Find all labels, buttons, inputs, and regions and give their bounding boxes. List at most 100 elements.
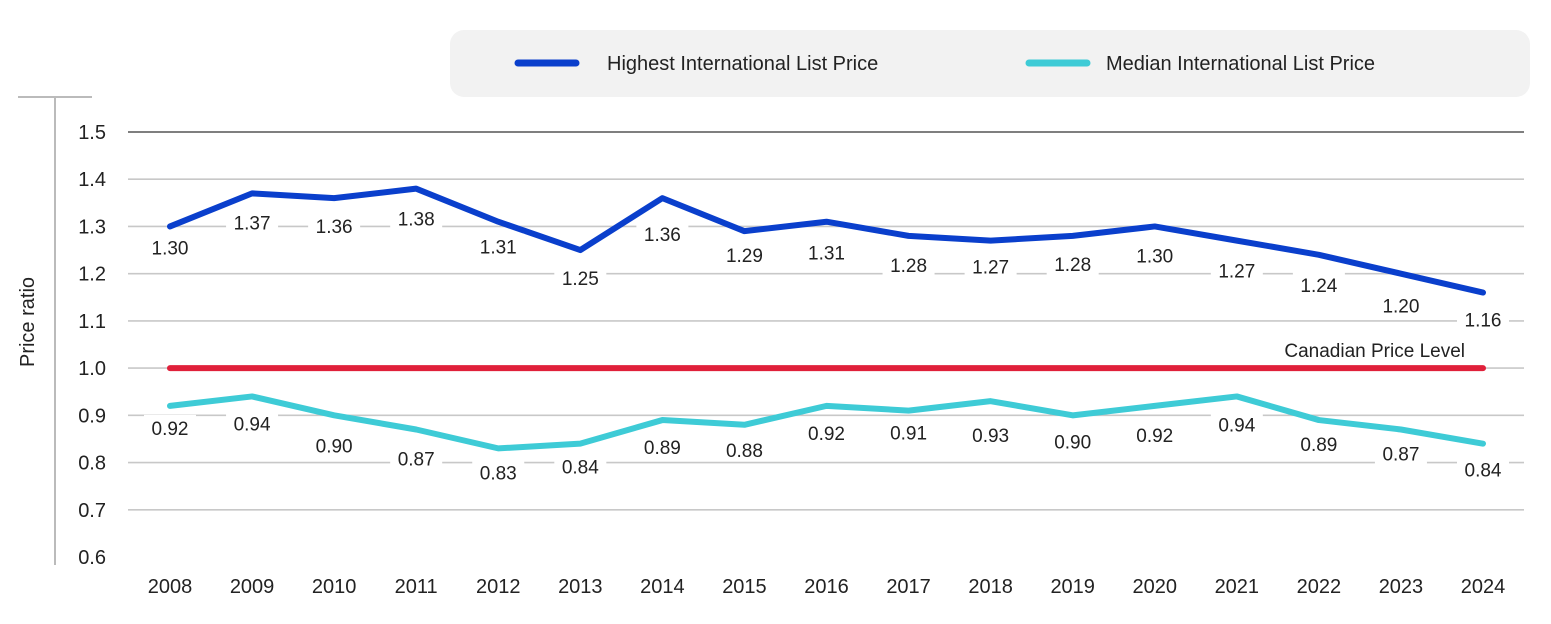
data-label-median: 0.94 bbox=[234, 414, 271, 435]
data-label-background bbox=[1374, 292, 1427, 317]
data-label-highest: 1.36 bbox=[644, 225, 681, 246]
x-tick-label: 2020 bbox=[1133, 576, 1178, 598]
data-label-background bbox=[390, 205, 443, 230]
data-label-background bbox=[718, 242, 771, 267]
data-label-background bbox=[1292, 431, 1345, 456]
data-label-highest: 1.24 bbox=[1300, 276, 1337, 297]
legend-background bbox=[450, 30, 1530, 97]
x-tick-label: 2018 bbox=[968, 576, 1013, 598]
x-tick-label: 2013 bbox=[558, 576, 603, 598]
data-label-background bbox=[882, 251, 935, 276]
data-label-background bbox=[1210, 257, 1263, 282]
data-label-background bbox=[1128, 242, 1181, 267]
data-label-highest: 1.30 bbox=[1136, 246, 1173, 267]
data-label-median: 0.90 bbox=[1054, 432, 1091, 453]
data-label-median: 0.89 bbox=[644, 438, 681, 459]
data-label-highest: 1.31 bbox=[808, 244, 845, 265]
data-label-median: 0.92 bbox=[152, 419, 189, 440]
data-label-median: 0.87 bbox=[1382, 445, 1419, 466]
data-label-median: 0.94 bbox=[1218, 415, 1255, 436]
data-label-median: 0.89 bbox=[1300, 435, 1337, 456]
data-label-median: 0.84 bbox=[562, 458, 599, 479]
y-tick-label: 1.5 bbox=[78, 122, 106, 144]
data-label-median: 0.93 bbox=[972, 426, 1009, 447]
data-label-highest: 1.38 bbox=[398, 210, 435, 231]
x-tick-label: 2021 bbox=[1215, 576, 1260, 598]
data-label-background bbox=[472, 459, 525, 484]
data-label-background bbox=[1128, 421, 1181, 446]
data-label-background bbox=[1292, 271, 1345, 296]
data-label-background bbox=[308, 213, 361, 238]
data-label-median: 0.90 bbox=[316, 436, 353, 457]
data-label-highest: 1.25 bbox=[562, 269, 599, 290]
data-label-background bbox=[144, 414, 196, 439]
data-label-background bbox=[554, 453, 607, 478]
data-label-background bbox=[472, 233, 525, 258]
data-label-highest: 1.28 bbox=[1054, 255, 1091, 276]
data-label-highest: 1.28 bbox=[890, 256, 927, 277]
data-label-highest: 1.20 bbox=[1382, 297, 1419, 318]
data-label-background bbox=[226, 209, 279, 234]
x-tick-label: 2019 bbox=[1050, 576, 1095, 598]
data-label-background bbox=[636, 434, 689, 459]
data-label-background bbox=[964, 422, 1017, 447]
data-label-highest: 1.31 bbox=[480, 238, 517, 259]
x-tick-label: 2011 bbox=[395, 576, 438, 598]
data-label-background bbox=[144, 234, 196, 259]
data-label-background bbox=[554, 265, 607, 290]
legend: Highest International List Price Median … bbox=[450, 30, 1530, 97]
data-label-highest: 1.36 bbox=[316, 217, 353, 238]
data-label-highest: 1.37 bbox=[234, 213, 271, 234]
y-tick-label: 1.3 bbox=[78, 216, 106, 238]
data-label-background bbox=[1210, 411, 1263, 436]
x-tick-label: 2012 bbox=[476, 576, 521, 598]
data-label-background bbox=[964, 253, 1017, 278]
x-tick-label: 2010 bbox=[312, 576, 357, 598]
y-tick-label: 1.1 bbox=[78, 311, 106, 333]
x-tick-label: 2023 bbox=[1379, 576, 1424, 598]
data-label-background bbox=[1046, 428, 1099, 453]
data-label-highest: 1.27 bbox=[972, 258, 1009, 279]
x-tick-label: 2015 bbox=[722, 576, 767, 598]
y-tick-label: 0.8 bbox=[78, 453, 106, 475]
x-tick-label: 2024 bbox=[1461, 576, 1506, 598]
data-label-background bbox=[1374, 440, 1427, 465]
x-tick-label: 2014 bbox=[640, 576, 685, 598]
y-axis-bracket bbox=[18, 96, 92, 565]
data-label-median: 0.88 bbox=[726, 441, 763, 462]
x-tick-label: 2022 bbox=[1297, 576, 1342, 598]
data-label-highest: 1.30 bbox=[152, 238, 189, 259]
x-tick-label: 2008 bbox=[148, 576, 193, 598]
y-tick-label: 0.6 bbox=[78, 547, 106, 569]
canadian-price-level-label: Canadian Price Level bbox=[1284, 341, 1465, 362]
y-tick-label: 0.9 bbox=[78, 405, 106, 427]
data-label-background bbox=[800, 239, 853, 264]
data-label-median: 0.83 bbox=[480, 463, 517, 484]
series-line-median bbox=[167, 393, 1486, 452]
x-tick-label: 2016 bbox=[804, 576, 849, 598]
data-label-highest: 1.27 bbox=[1218, 262, 1255, 283]
legend-label-highest: Highest International List Price bbox=[607, 53, 878, 75]
data-label-median: 0.91 bbox=[890, 424, 927, 445]
data-label-median: 0.84 bbox=[1465, 461, 1502, 482]
data-label-background bbox=[390, 445, 443, 470]
x-tick-label: 2009 bbox=[230, 576, 275, 598]
data-label-median: 0.92 bbox=[808, 424, 845, 445]
series-line-highest bbox=[167, 185, 1486, 296]
data-label-background bbox=[308, 432, 361, 457]
data-label-highest: 1.16 bbox=[1465, 311, 1502, 332]
data-label-background bbox=[1046, 250, 1099, 275]
data-label-median: 0.87 bbox=[398, 450, 435, 471]
y-axis-title: Price ratio bbox=[17, 277, 39, 367]
data-label-median: 0.92 bbox=[1136, 426, 1173, 447]
data-label-background bbox=[882, 419, 935, 444]
y-tick-label: 1.4 bbox=[78, 169, 106, 191]
data-label-highest: 1.29 bbox=[726, 246, 763, 267]
legend-label-median: Median International List Price bbox=[1106, 53, 1375, 75]
data-label-background bbox=[718, 436, 771, 461]
y-tick-label: 1.2 bbox=[78, 264, 106, 286]
data-label-background bbox=[800, 419, 853, 444]
data-label-background bbox=[1457, 456, 1509, 481]
data-label-background bbox=[1457, 306, 1509, 331]
